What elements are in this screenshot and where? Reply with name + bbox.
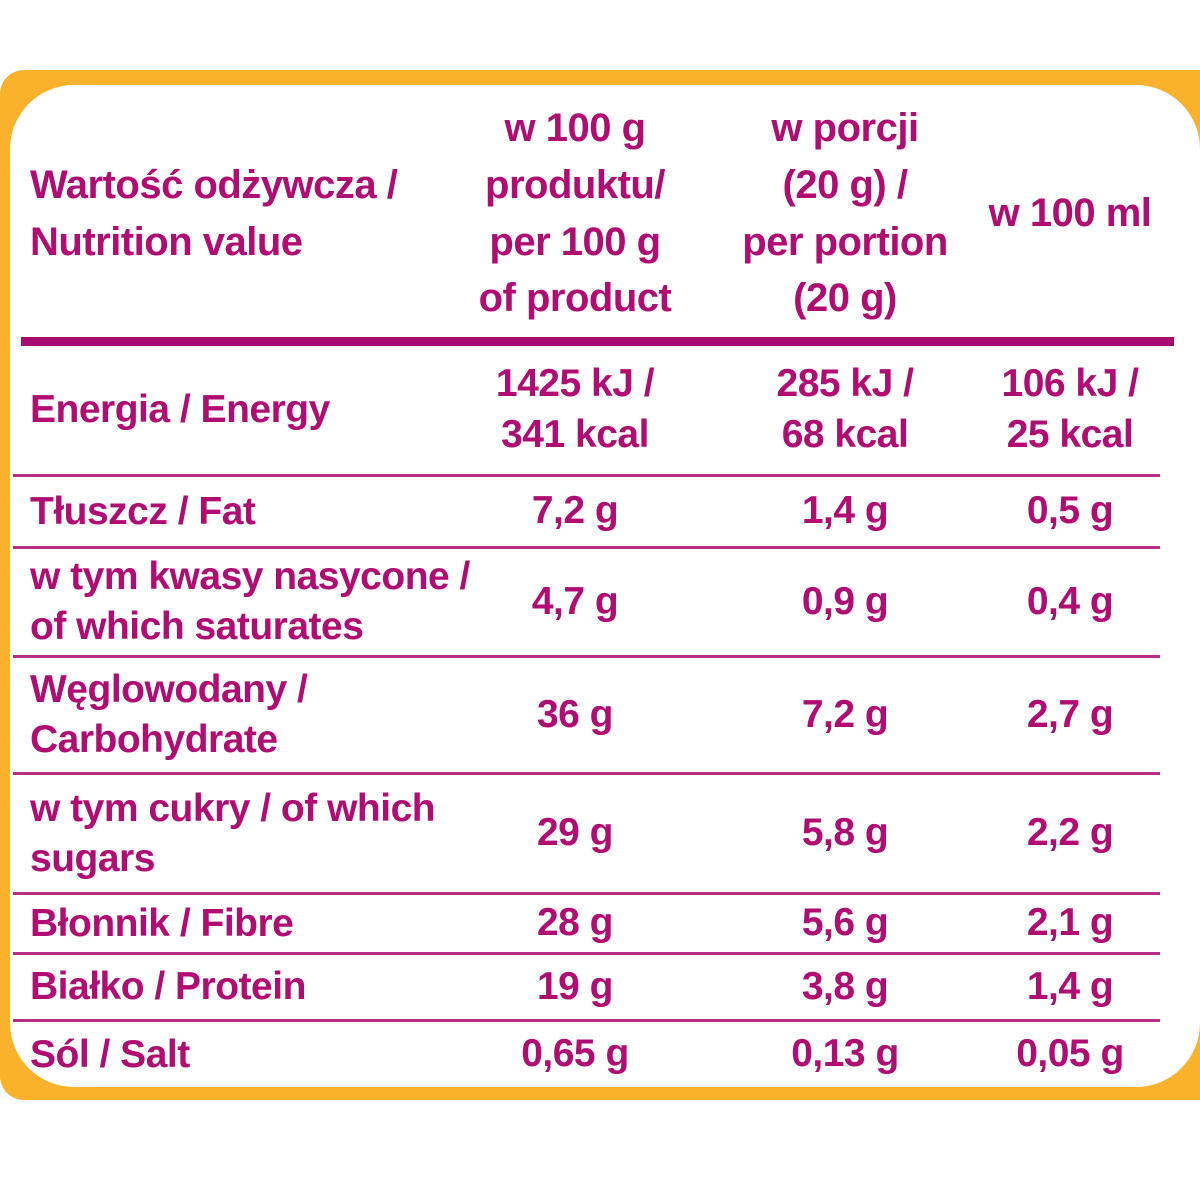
value-per-100ml: 2,2 g xyxy=(1026,811,1114,855)
value-per-100g: 19 g xyxy=(536,964,614,1008)
table-row: Błonnik / Fibre 28 g 5,6 g 2,1 g xyxy=(13,895,1160,955)
value-per-100ml: 0,05 g xyxy=(1016,1032,1124,1076)
value-per-100ml: 2,1 g xyxy=(1026,901,1114,945)
header-per-100g: w 100 g produktu/ per 100 g of product xyxy=(478,105,672,321)
nutrient-label: Błonnik / Fibre xyxy=(30,901,294,945)
table-row: w tym kwasy nasycone / of which saturate… xyxy=(13,549,1160,658)
value-per-100g: 1425 kJ / 341 kcal xyxy=(495,362,655,456)
table-row: Tłuszcz / Fat 7,2 g 1,4 g 0,5 g xyxy=(13,477,1160,549)
label-card xyxy=(10,85,1200,1087)
value-per-portion: 5,8 g xyxy=(801,811,889,855)
value-per-100g: 36 g xyxy=(536,692,614,736)
nutrient-label: Sól / Salt xyxy=(30,1032,190,1076)
header-nutrition-value: Wartość odżywcza / Nutrition value xyxy=(30,162,398,264)
nutrient-label: Węglowodany / Carbohydrate xyxy=(30,668,308,761)
nutrient-label: Energia / Energy xyxy=(30,388,330,432)
value-per-100g: 7,2 g xyxy=(531,489,619,533)
table-row: Sól / Salt 0,65 g 0,13 g 0,05 g xyxy=(13,1022,1160,1087)
nutrient-label: Białko / Protein xyxy=(30,965,306,1009)
value-per-100ml: 0,4 g xyxy=(1026,579,1114,623)
header-per-100ml: w 100 ml xyxy=(988,191,1152,236)
value-per-portion: 0,13 g xyxy=(791,1032,899,1076)
nutrition-table: Wartość odżywcza / Nutrition value w 100… xyxy=(13,90,1174,1087)
value-per-100g: 28 g xyxy=(536,901,614,945)
value-per-portion: 285 kJ / 68 kcal xyxy=(776,362,914,456)
table-row: Węglowodany / Carbohydrate 36 g 7,2 g 2,… xyxy=(13,658,1160,775)
nutrient-label: w tym kwasy nasycone / of which saturate… xyxy=(30,555,470,648)
table-row: w tym cukry / of which sugars 29 g 5,8 g… xyxy=(13,775,1160,895)
value-per-100g: 0,65 g xyxy=(521,1032,629,1076)
nutrient-label: w tym cukry / of which sugars xyxy=(30,786,436,880)
value-per-100ml: 1,4 g xyxy=(1026,964,1114,1008)
header-per-portion: w porcji (20 g) / per portion (20 g) xyxy=(742,105,948,321)
value-per-portion: 1,4 g xyxy=(801,489,889,533)
nutrient-label: Tłuszcz / Fat xyxy=(30,489,256,533)
value-per-100ml: 106 kJ / 25 kcal xyxy=(1001,362,1139,456)
value-per-100g: 29 g xyxy=(536,811,614,855)
value-per-portion: 3,8 g xyxy=(801,964,889,1008)
value-per-portion: 5,6 g xyxy=(801,901,889,945)
value-per-portion: 7,2 g xyxy=(801,692,889,736)
value-per-portion: 0,9 g xyxy=(801,579,889,623)
value-per-100g: 4,7 g xyxy=(531,579,619,623)
table-header: Wartość odżywcza / Nutrition value w 100… xyxy=(13,90,1160,337)
table-row: Białko / Protein 19 g 3,8 g 1,4 g xyxy=(13,955,1160,1022)
header-divider-bar xyxy=(21,337,1174,346)
table-row: Energia / Energy 1425 kJ / 341 kcal 285 … xyxy=(13,346,1160,477)
value-per-100ml: 2,7 g xyxy=(1026,692,1114,736)
value-per-100ml: 0,5 g xyxy=(1026,489,1114,533)
